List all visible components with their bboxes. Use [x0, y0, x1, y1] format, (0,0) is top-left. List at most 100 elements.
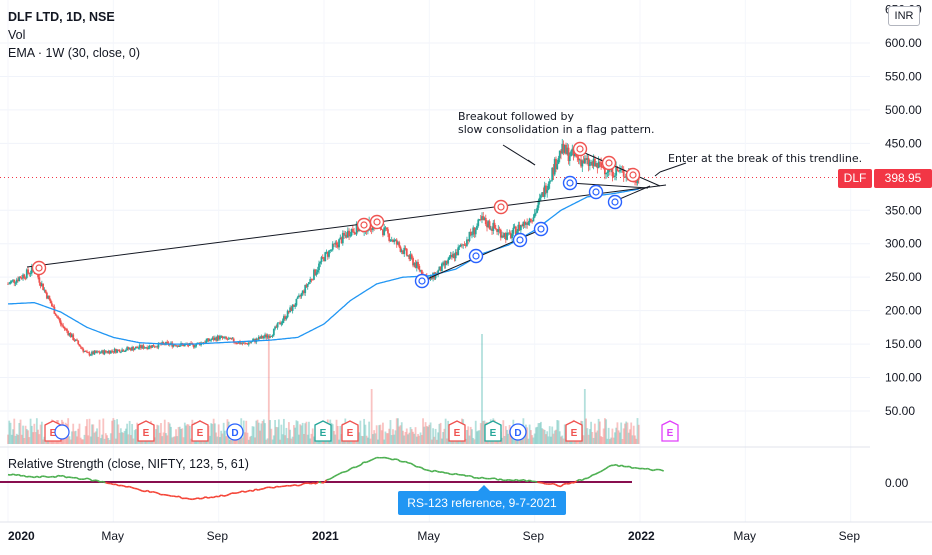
price-axis: 600.00550.00500.00450.00350.00300.00250.…: [885, 3, 922, 418]
rs-line-segment: [132, 488, 135, 489]
candle-body: [485, 218, 487, 224]
rs-line-segment: [229, 493, 232, 494]
rs-line-segment: [414, 465, 417, 467]
rs-line-segment: [519, 480, 522, 481]
candle-body: [79, 344, 81, 346]
rs-line-segment: [26, 476, 29, 477]
rs-line-segment: [556, 485, 559, 486]
rs-line-segment: [263, 488, 266, 489]
symbol-legend[interactable]: DLF LTD, 1D, NSE: [8, 10, 115, 24]
rs-line-segment: [111, 484, 114, 485]
flag-upper-trendline: [578, 150, 660, 186]
candle-body: [59, 319, 61, 321]
candle-body: [398, 242, 400, 246]
candle-body: [250, 342, 252, 343]
rs-line-segment: [16, 475, 19, 476]
price-tick-label: 150.00: [885, 337, 922, 351]
rs-line-segment: [319, 482, 322, 483]
earnings-marker-label: E: [667, 428, 674, 439]
rs-line-segment: [421, 468, 424, 470]
rs-line-segment: [295, 485, 298, 486]
candle-body: [50, 300, 52, 304]
rs-line-segment: [361, 462, 364, 465]
candle-body: [352, 229, 354, 232]
trendlines: [27, 145, 686, 282]
rs-line-segment: [169, 495, 172, 496]
candle-body: [195, 344, 197, 346]
rs-line-segment: [11, 474, 14, 475]
rs-zero-tick: 0.00: [885, 476, 909, 490]
pivot-low-marker: [609, 196, 622, 209]
pivot-low-marker: [590, 186, 603, 199]
candle-body: [319, 262, 321, 264]
rs-line-segment: [593, 474, 596, 475]
candle-body: [45, 290, 47, 293]
candle-body: [209, 340, 211, 341]
rs-line-segment: [529, 480, 532, 481]
candle-body: [23, 275, 25, 278]
rs-line-segment: [45, 476, 48, 477]
rs-line-segment: [105, 483, 108, 484]
rs-reference-tooltip: RS-123 reference, 9-7-2021: [398, 491, 566, 515]
earnings-marker-label: E: [197, 428, 204, 439]
currency-badge[interactable]: INR: [888, 6, 920, 26]
rs-line-segment: [340, 472, 343, 473]
rs-line-segment: [179, 496, 182, 498]
time-tick-label: Sep: [207, 529, 229, 543]
pivot-low-marker: [470, 250, 483, 263]
rs-line-segment: [103, 482, 106, 483]
candle-body: [470, 232, 472, 235]
rs-line-segment: [274, 486, 277, 487]
candle-body: [512, 228, 514, 234]
candle-body: [475, 230, 477, 235]
candle-body: [387, 229, 389, 233]
candle-body: [194, 347, 196, 348]
rs-line-segment: [206, 497, 209, 498]
rs-legend[interactable]: Relative Strength (close, NIFTY, 123, 5,…: [8, 457, 249, 471]
volume-legend[interactable]: Vol: [8, 28, 25, 42]
volume-bar: [638, 425, 640, 444]
rs-line-segment: [535, 481, 538, 482]
candle-body: [598, 162, 600, 168]
candle-body: [576, 156, 578, 157]
rs-line-segment: [608, 465, 611, 466]
candle-body: [540, 195, 542, 198]
rs-line-segment: [561, 484, 564, 486]
time-tick-label: 2020: [8, 529, 35, 543]
candle-body: [494, 223, 496, 228]
price-tick-label: 100.00: [885, 371, 922, 385]
rs-line-segment: [145, 491, 148, 492]
rs-line-segment: [595, 473, 598, 474]
candle-body: [111, 351, 113, 352]
rs-line-segment: [358, 465, 361, 466]
candle-body: [619, 170, 621, 172]
rs-line-segment: [279, 486, 282, 487]
candle-body: [331, 250, 333, 251]
candle-body: [533, 217, 535, 221]
dividend-marker[interactable]: [55, 425, 69, 439]
rs-line-segment: [158, 493, 161, 494]
rs-line-segment: [335, 475, 338, 476]
rs-line-segment: [285, 486, 288, 487]
rs-line-segment: [124, 486, 127, 487]
rs-line-segment: [387, 458, 390, 459]
candle-body: [349, 235, 351, 236]
candle-body: [558, 158, 560, 164]
ema-legend[interactable]: EMA · 1W (30, close, 0): [8, 46, 140, 60]
candle-body: [225, 337, 227, 339]
time-tick-label: 2022: [628, 529, 655, 543]
candle-body: [301, 293, 303, 296]
rs-line-segment: [258, 489, 261, 490]
rs-line-segment: [437, 471, 440, 472]
rs-line-segment: [514, 480, 517, 481]
candle-body: [312, 280, 314, 281]
candle-body: [406, 249, 408, 256]
candle-body: [38, 277, 40, 282]
rs-line-segment: [598, 472, 601, 473]
rs-line-segment: [527, 480, 530, 481]
candle-body: [179, 346, 181, 347]
candle-body: [25, 278, 27, 279]
rs-line-segment: [629, 466, 632, 468]
candle-body: [316, 272, 318, 275]
